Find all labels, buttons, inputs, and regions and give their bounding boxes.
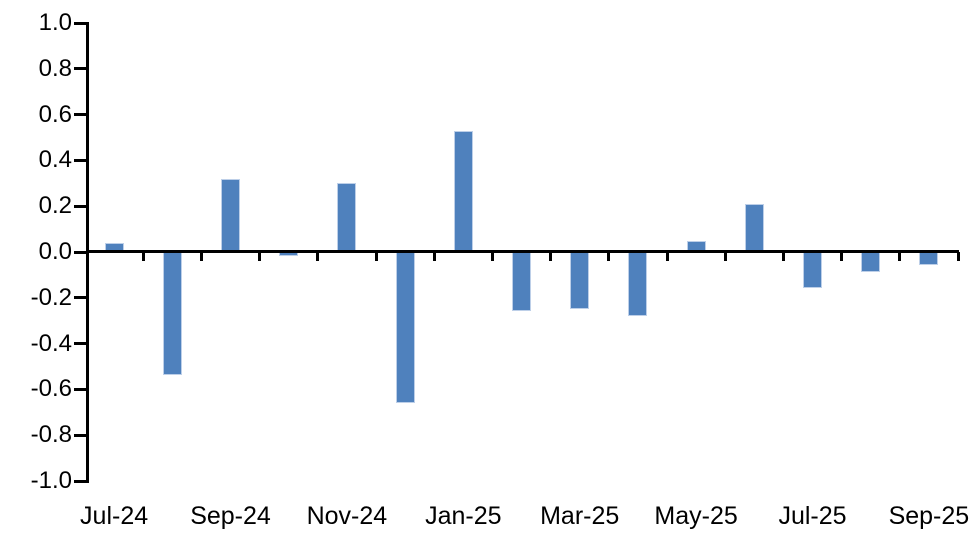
x-axis-tick (258, 252, 262, 261)
x-axis-tick (432, 252, 436, 261)
bar-Aug-24 (162, 251, 182, 376)
y-axis-tick-label: 0.0 (38, 238, 72, 265)
x-axis-tick (840, 252, 844, 261)
y-axis-tick (74, 204, 89, 208)
x-axis-tick (665, 252, 669, 261)
y-axis-tick-label: -0.8 (30, 421, 72, 449)
y-axis-tick (74, 296, 89, 300)
x-axis-zero-line (86, 250, 959, 253)
bar-Jun-25 (744, 203, 764, 253)
bar-Sep-24 (221, 178, 240, 253)
x-axis-tick-label: Nov-24 (306, 502, 388, 530)
x-axis-tick (898, 252, 902, 261)
bar-Apr-25 (628, 251, 648, 316)
y-axis-tick (74, 113, 89, 117)
x-axis-tick-label: Mar-25 (540, 502, 620, 530)
bar-Feb-25 (512, 251, 531, 312)
x-axis-tick-label: Sep-25 (888, 502, 970, 530)
y-axis-tick-label: 0.6 (38, 100, 72, 128)
bar-Aug-25 (861, 251, 881, 273)
y-axis-tick-label: 0.4 (38, 146, 72, 174)
x-axis-tick (607, 252, 611, 261)
y-axis-tick (74, 433, 89, 437)
x-axis-tick (141, 252, 145, 261)
bar-Sep-25 (919, 251, 939, 266)
x-axis-tick (199, 252, 203, 261)
y-axis-tick (74, 67, 89, 71)
x-axis-tick-label: Jan-25 (425, 502, 502, 530)
y-axis-tick-label: 0.2 (38, 192, 72, 220)
bar-Dec-24 (395, 251, 415, 403)
y-axis-tick-label: -0.2 (30, 283, 72, 311)
bar-Mar-25 (570, 251, 590, 309)
x-axis-tick-label: Sep-24 (190, 502, 271, 530)
bar-Nov-24 (337, 183, 357, 253)
x-axis-tick (956, 252, 960, 261)
x-axis-tick (549, 252, 553, 261)
x-axis-tick (374, 252, 378, 261)
y-axis-tick-label: -0.4 (30, 329, 72, 357)
y-axis-tick (74, 250, 89, 254)
y-axis-tick-label: -1.0 (30, 467, 72, 494)
bar-Jan-25 (453, 130, 473, 253)
y-axis-tick (74, 21, 89, 25)
y-axis-tick-label: -0.6 (30, 375, 72, 403)
bar-Jul-25 (803, 251, 822, 289)
x-axis-tick (781, 252, 785, 261)
x-axis-tick-label: Jul-25 (778, 502, 847, 530)
y-axis-tick (74, 158, 89, 162)
y-axis-tick (74, 479, 89, 483)
y-axis-tick-label: 1.0 (38, 9, 72, 36)
x-axis-tick (723, 252, 727, 261)
y-axis-tick-label: 0.8 (38, 54, 72, 82)
y-axis-tick (74, 387, 89, 391)
y-axis-tick (74, 342, 89, 346)
x-axis-tick-label: May-25 (654, 502, 738, 530)
x-axis-tick (316, 252, 320, 261)
x-axis-tick-label: Jul-24 (80, 502, 149, 530)
x-axis-tick (490, 252, 494, 261)
